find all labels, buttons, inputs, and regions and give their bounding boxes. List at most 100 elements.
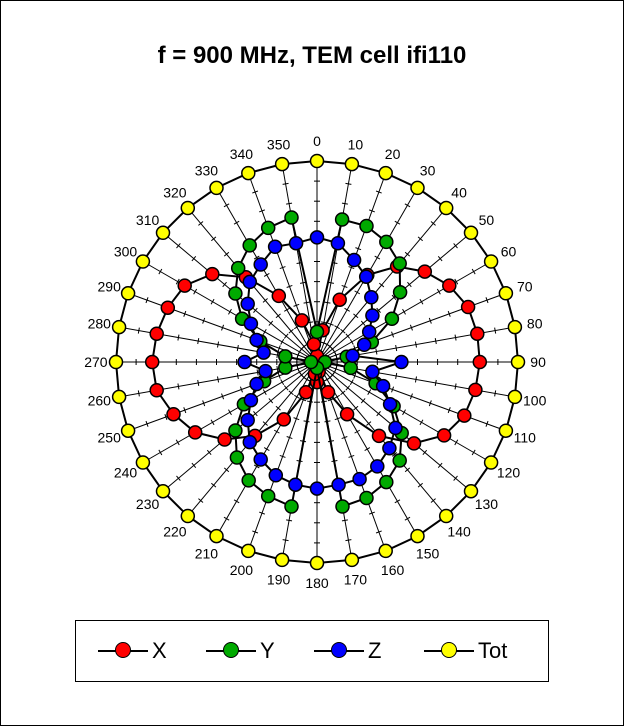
data-point-y-30 <box>379 234 394 250</box>
angle-label-160: 160 <box>381 562 405 578</box>
radial-tick <box>197 338 200 345</box>
radial-tick <box>366 421 372 426</box>
radial-tick <box>280 339 285 345</box>
angle-label-310: 310 <box>136 212 160 228</box>
angle-label-0: 0 <box>313 133 321 149</box>
radial-tick <box>391 452 398 457</box>
data-point-x-260 <box>149 383 164 398</box>
angle-label-10: 10 <box>348 136 364 152</box>
radial-tick <box>345 182 352 185</box>
radial-tick <box>286 436 293 440</box>
data-point-z-340 <box>267 239 283 255</box>
radial-tick <box>419 298 424 305</box>
radial-tick <box>454 383 457 390</box>
radial-tick <box>394 499 401 504</box>
radial-tick <box>367 389 372 395</box>
radial-tick <box>193 288 198 295</box>
data-point-z-120 <box>382 396 398 412</box>
data-point-x-240 <box>187 425 203 440</box>
radial-tick <box>293 417 300 421</box>
radial-tick <box>360 398 366 404</box>
radial-tick <box>437 462 443 468</box>
data-point-tot-120 <box>483 455 499 470</box>
angle-label-90: 90 <box>530 354 546 370</box>
angle-label-20: 20 <box>385 146 401 162</box>
data-point-y-280 <box>278 349 293 364</box>
radial-tick <box>369 209 375 213</box>
radial-tick <box>349 339 354 345</box>
data-point-z-290 <box>249 332 264 348</box>
radial-tick <box>239 386 243 393</box>
angle-label-320: 320 <box>163 185 187 201</box>
radial-tick <box>404 516 411 521</box>
data-point-z-20 <box>346 252 362 268</box>
radial-tick <box>353 313 359 319</box>
radial-tick <box>354 429 361 434</box>
data-point-tot-210 <box>209 528 224 544</box>
data-point-tot-80 <box>507 319 523 335</box>
radial-tick <box>211 482 217 488</box>
angle-label-170: 170 <box>344 572 368 588</box>
radial-tick <box>428 317 432 324</box>
radial-tick <box>221 393 225 400</box>
radial-tick <box>353 405 359 411</box>
legend-label: X <box>152 638 167 663</box>
radial-tick <box>394 220 401 225</box>
radial-tick <box>375 190 382 194</box>
radial-tick <box>221 324 225 331</box>
angle-label-200: 200 <box>230 562 254 578</box>
angle-label-140: 140 <box>447 523 471 539</box>
data-point-x-20 <box>332 292 347 307</box>
radial-tick <box>286 519 293 522</box>
data-point-z-200 <box>268 468 284 483</box>
data-point-x-140 <box>371 428 387 444</box>
data-point-z-30 <box>358 269 374 284</box>
data-point-x-340 <box>294 313 310 328</box>
data-point-y-220 <box>229 450 245 465</box>
radial-tick <box>334 325 340 330</box>
radial-tick <box>391 331 395 338</box>
angle-label-100: 100 <box>523 392 547 408</box>
angle-label-250: 250 <box>98 430 122 446</box>
legend-item-tot: Tot <box>424 621 507 681</box>
radial-tick <box>417 482 423 488</box>
radial-tick <box>277 372 281 379</box>
data-point-tot-260 <box>111 389 127 405</box>
radial-tick <box>288 390 294 396</box>
radial-tick <box>197 379 200 386</box>
radial-tick <box>422 449 428 456</box>
radial-tick <box>341 436 348 440</box>
angle-label-230: 230 <box>136 496 160 512</box>
data-point-tot-100 <box>507 389 523 405</box>
data-point-tot-50 <box>463 225 479 241</box>
data-point-y-310 <box>228 286 243 301</box>
radial-tick <box>409 393 413 400</box>
data-point-tot-250 <box>120 423 136 438</box>
data-point-y-10 <box>334 212 350 227</box>
data-point-tot-190 <box>274 552 290 568</box>
chart-title: f = 900 MHz, TEM cell ifi110 <box>157 42 467 69</box>
radial-tick <box>288 328 294 334</box>
radial-tick <box>419 419 424 426</box>
data-point-tot-320 <box>180 200 196 216</box>
radial-tick <box>378 282 385 288</box>
data-point-z-160 <box>352 471 367 487</box>
radial-tick <box>434 379 437 386</box>
data-point-x-90 <box>472 354 488 370</box>
radial-tick <box>354 290 361 295</box>
radial-tick <box>276 351 279 359</box>
radial-tick <box>262 298 268 303</box>
data-point-y-270 <box>303 354 319 370</box>
data-point-z-330 <box>253 257 268 272</box>
data-point-tot-30 <box>410 180 425 196</box>
radial-tick <box>340 328 346 334</box>
data-point-x-290 <box>160 300 176 315</box>
data-point-z-50 <box>365 308 380 323</box>
radial-tick <box>436 288 441 295</box>
data-point-z-180 <box>309 481 325 496</box>
radial-tick <box>279 454 286 458</box>
data-point-tot-170 <box>344 552 360 568</box>
legend-label: Z <box>368 638 382 663</box>
radial-tick <box>417 236 423 242</box>
angle-label-50: 50 <box>479 212 495 228</box>
